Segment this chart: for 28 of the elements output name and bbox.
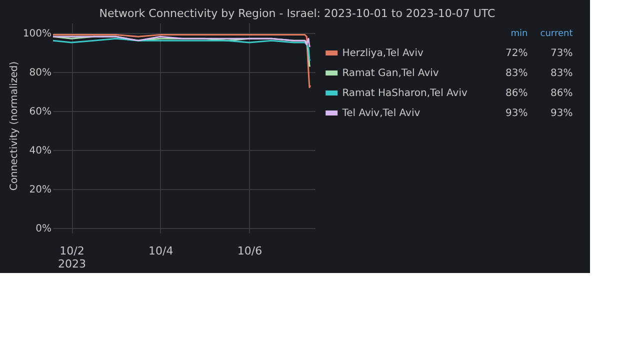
legend-label: Tel Aviv,Tel Aviv	[341, 108, 420, 119]
legend-label: Ramat Gan,Tel Aviv	[342, 68, 439, 79]
legend-label: Ramat HaSharon,Tel Aviv	[342, 88, 468, 99]
text: 86%	[550, 88, 573, 99]
text: min	[510, 29, 528, 39]
text: 93%	[550, 108, 573, 119]
text: current	[540, 29, 574, 39]
y-tick-label: 0%	[36, 224, 52, 234]
x-tick-label: 10/4	[148, 244, 174, 258]
line-series	[52, 34, 312, 88]
line-series	[52, 38, 312, 61]
y-tick-label: 80%	[29, 67, 52, 78]
line-series	[52, 36, 312, 48]
text: 73%	[550, 48, 573, 59]
x-tick-label: 10/6	[237, 244, 262, 258]
y-tick-label: 20%	[29, 184, 52, 196]
text: 83%	[505, 68, 528, 79]
y-tick-label: 40%	[29, 145, 52, 156]
legend-label: Herzliya,Tel Aviv	[342, 48, 424, 59]
y-tick-label: 60%	[29, 106, 52, 118]
y-axis-title: Connectivity (normalized)	[8, 61, 20, 191]
text: 83%	[550, 68, 573, 79]
text: 72%	[505, 48, 528, 59]
y-tick-label: 100%	[22, 28, 52, 40]
text: 86%	[505, 88, 528, 99]
chart-title: Network Connectivity by Region - Israel: 2023-10-01 to 2023-10-07 UTC	[99, 7, 496, 20]
text: 93%	[505, 108, 528, 119]
x-tick-label: 10/2 2023	[58, 244, 86, 270]
